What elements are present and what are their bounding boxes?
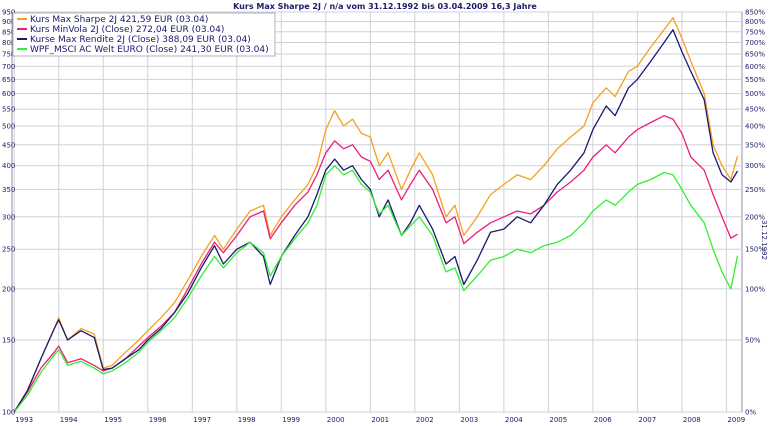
series-line-1 [13, 17, 739, 413]
y2-tick-label: 50% [745, 336, 761, 344]
y-tick-label: 300 [2, 213, 15, 221]
y-tick-label: 550 [2, 106, 15, 114]
y-tick-label: 100 [2, 409, 15, 417]
x-tick-label: 2006 [594, 416, 612, 424]
y-tick-label: 750 [2, 51, 15, 59]
y2-tick-label: 500% [745, 90, 765, 98]
y2-tick-label: 0% [745, 409, 756, 417]
legend-entry: WPF_MSCI AC Welt EURO (Close) 241,30 EUR… [30, 45, 269, 55]
x-tick-label: 2007 [638, 416, 656, 424]
y-tick-label: 450 [2, 141, 15, 149]
y2-tick-label: 600% [745, 63, 765, 71]
axes: 100 0% 150 50% 200 100% 250 150% 300 200% 350 250% 4… [2, 9, 765, 425]
x-tick-label: 2009 [727, 416, 745, 424]
y2-tick-label: 400% [745, 123, 765, 131]
y2-tick-label: 800% [745, 18, 765, 26]
series-line-4 [13, 165, 739, 413]
legend: Kurs Max Sharpe 2J 421,59 EUR (03.04)Kur… [12, 12, 276, 57]
x-tick-label: 1998 [238, 416, 256, 424]
y2-tick-label: 300% [745, 162, 765, 170]
x-tick-label: 1995 [104, 416, 122, 424]
x-tick-label: 2002 [416, 416, 434, 424]
x-tick-label: 2001 [371, 416, 389, 424]
y-tick-label: 650 [2, 76, 15, 84]
y2-tick-label: 250% [745, 186, 765, 194]
x-tick-label: 1996 [149, 416, 167, 424]
y-tick-label: 700 [2, 63, 15, 71]
series-lines [13, 17, 739, 413]
y-tick-label: 250 [2, 246, 15, 254]
y2-tick-label: 700% [745, 39, 765, 47]
y-tick-label: 350 [2, 186, 15, 194]
y-tick-label: 400 [2, 162, 15, 170]
y-tick-label: 200 [2, 285, 15, 293]
y-tick-label: 150 [2, 336, 15, 344]
y-tick-label: 900 [2, 18, 15, 26]
x-tick-label: 2005 [549, 416, 567, 424]
x-tick-label: 2004 [505, 416, 523, 424]
y2-tick-label: 200% [745, 213, 765, 221]
x-tick-label: 1994 [60, 416, 78, 424]
x-tick-label: 1993 [15, 416, 33, 424]
y-tick-label: 500 [2, 123, 15, 131]
y2-tick-label: 550% [745, 76, 765, 84]
legend-entry: Kurse Max Rendite 2J (Close) 388,09 EUR … [30, 35, 251, 45]
y2-tick-label: 150% [745, 246, 765, 254]
y2-tick-label: 100% [745, 285, 765, 293]
y2-tick-label: 350% [745, 141, 765, 149]
y-tick-label: 800 [2, 39, 15, 47]
chart-title: Kurs Max Sharpe 2J / n/a vom 31.12.1992 … [233, 2, 537, 11]
x-tick-label: 2000 [327, 416, 345, 424]
y2-tick-label: 650% [745, 51, 765, 59]
series-line-2 [13, 115, 738, 413]
x-tick-label: 2008 [683, 416, 701, 424]
legend-entry: Kurs MinVola 2J (Close) 272,04 EUR (03.0… [30, 25, 224, 35]
x-tick-label: 1997 [193, 416, 211, 424]
x-tick-label: 2003 [460, 416, 478, 424]
legend-entry: Kurs Max Sharpe 2J 421,59 EUR (03.04) [30, 15, 208, 25]
right-axis-date-label: 31.12.1992 [760, 220, 768, 260]
y2-tick-label: 450% [745, 106, 765, 114]
y-tick-label: 950 [2, 9, 15, 17]
y-tick-label: 850 [2, 28, 15, 36]
x-tick-label: 1999 [282, 416, 300, 424]
y2-tick-label: 750% [745, 28, 765, 36]
y-tick-label: 600 [2, 90, 15, 98]
legend-box [12, 12, 276, 57]
y2-tick-label: 850% [745, 9, 765, 17]
